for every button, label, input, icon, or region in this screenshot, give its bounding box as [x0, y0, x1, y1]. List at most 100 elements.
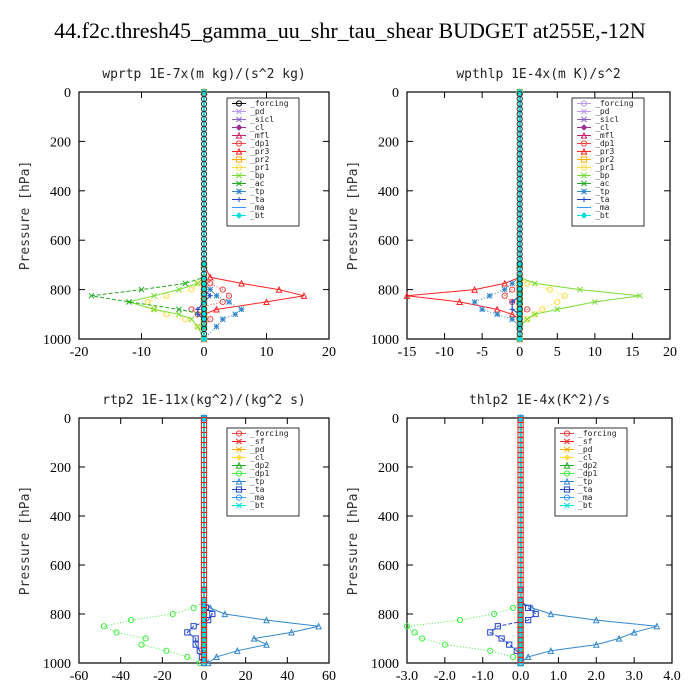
data-point — [487, 629, 494, 636]
data-point — [315, 622, 322, 630]
data-point — [263, 640, 270, 648]
data-point — [196, 647, 203, 654]
chart-panel-1: wprtp 1E-7x(m kg)/(s^2 kg) Pressure [hPa]… — [18, 67, 336, 360]
data-point — [509, 653, 517, 660]
data-point — [142, 635, 149, 642]
data-point — [300, 292, 308, 299]
data-point — [184, 653, 191, 660]
data-point — [213, 323, 220, 330]
x-tick-label: 20 — [322, 345, 336, 360]
y-tick-label: 400 — [50, 185, 71, 200]
data-point — [182, 280, 189, 287]
data-point — [169, 610, 176, 618]
x-tick-label: 40 — [280, 669, 294, 684]
data-point — [546, 286, 553, 293]
y-tick-label: 800 — [50, 284, 71, 299]
data-point — [554, 306, 561, 313]
data-point — [591, 298, 598, 305]
data-point — [163, 647, 170, 654]
x-tick-label: 20 — [239, 669, 253, 684]
data-point — [207, 286, 214, 293]
data-point — [207, 280, 214, 287]
data-point — [494, 623, 501, 630]
data-point — [592, 616, 600, 624]
legend-marker — [235, 164, 243, 171]
legend-label: _cl — [250, 453, 265, 462]
legend-marker — [580, 147, 588, 155]
data-point — [190, 623, 197, 630]
series-line-dp1 — [503, 92, 529, 339]
data-point — [509, 316, 516, 323]
legend-marker — [235, 140, 243, 147]
legend-marker — [580, 140, 588, 147]
legend-label: _sicl — [595, 115, 619, 124]
x-tick-label: -3.0 — [396, 669, 418, 684]
data-point — [238, 306, 245, 313]
data-point — [194, 323, 201, 330]
series-line-pr1 — [146, 92, 205, 340]
x-tick-label: -20 — [153, 669, 172, 684]
data-point — [403, 292, 411, 299]
legend-marker — [235, 430, 243, 437]
data-point — [487, 647, 494, 654]
legend-label: _pr2 — [595, 155, 614, 164]
legend-label: _tp — [250, 477, 265, 486]
legend-label: _cl — [595, 123, 610, 132]
data-point — [479, 306, 486, 313]
legend-marker — [581, 108, 587, 115]
data-point — [517, 598, 524, 605]
data-point — [100, 623, 108, 630]
x-tick-label: 0 — [201, 669, 208, 684]
y-tick-label: 400 — [50, 510, 71, 525]
data-point — [200, 292, 208, 300]
legend-marker — [563, 461, 571, 469]
data-point — [490, 610, 498, 618]
data-point — [238, 279, 245, 287]
data-point — [113, 629, 120, 636]
data-point — [509, 286, 516, 293]
legend-label: _ma — [595, 203, 610, 212]
data-point — [441, 641, 448, 648]
data-point — [411, 629, 418, 636]
y-tick-label: 1000 — [371, 333, 399, 348]
legend-label: _ta — [250, 485, 265, 494]
y-tick-label: 1000 — [43, 333, 71, 348]
chart-panel-2: wpthlp 1E-4x(m K)/s^2 Pressure [hPa] -15 -1… — [346, 67, 677, 360]
y-axis-label: Pressure [hPa] — [346, 486, 361, 596]
legend-marker — [580, 156, 588, 163]
legend-marker — [564, 502, 570, 509]
x-tick-label: -60 — [70, 669, 89, 684]
data-point — [206, 273, 214, 281]
data-point — [194, 280, 201, 287]
y-axis-label: Pressure [hPa] — [346, 161, 361, 271]
data-point — [547, 647, 555, 654]
y-tick-label: 600 — [378, 559, 399, 574]
y-tick-label: 0 — [64, 412, 71, 427]
legend-label: _pd — [595, 107, 610, 116]
legend-label: _pd — [250, 445, 265, 454]
data-point — [151, 306, 157, 313]
legend-label: _forcing — [595, 99, 634, 108]
data-point — [524, 316, 531, 323]
legend-marker — [235, 494, 243, 501]
chart-panel-4: thlp2 1E-4x(K^2)/s Pressure [hPa] -3.0 -2.0… — [346, 393, 681, 684]
panel-title: wpthlp 1E-4x(m K)/s^2 — [456, 67, 620, 82]
data-point — [517, 635, 524, 642]
legend-marker — [235, 461, 243, 469]
legend-marker — [235, 477, 243, 485]
data-point — [201, 617, 207, 624]
data-point — [516, 88, 524, 96]
data-point — [532, 610, 539, 618]
legend-label: _bt — [595, 211, 610, 220]
legend-label: _bt — [578, 501, 593, 510]
series-line-dp1 — [190, 92, 230, 339]
legend-label: _dp2 — [578, 461, 597, 470]
data-point — [201, 415, 207, 421]
legend-marker — [235, 131, 243, 139]
data-point — [200, 88, 208, 96]
plot-frame — [406, 91, 671, 340]
data-point — [233, 647, 241, 654]
x-tick-label: -20 — [70, 345, 89, 360]
x-tick-label: 2.0 — [588, 669, 606, 684]
data-point — [509, 299, 515, 305]
